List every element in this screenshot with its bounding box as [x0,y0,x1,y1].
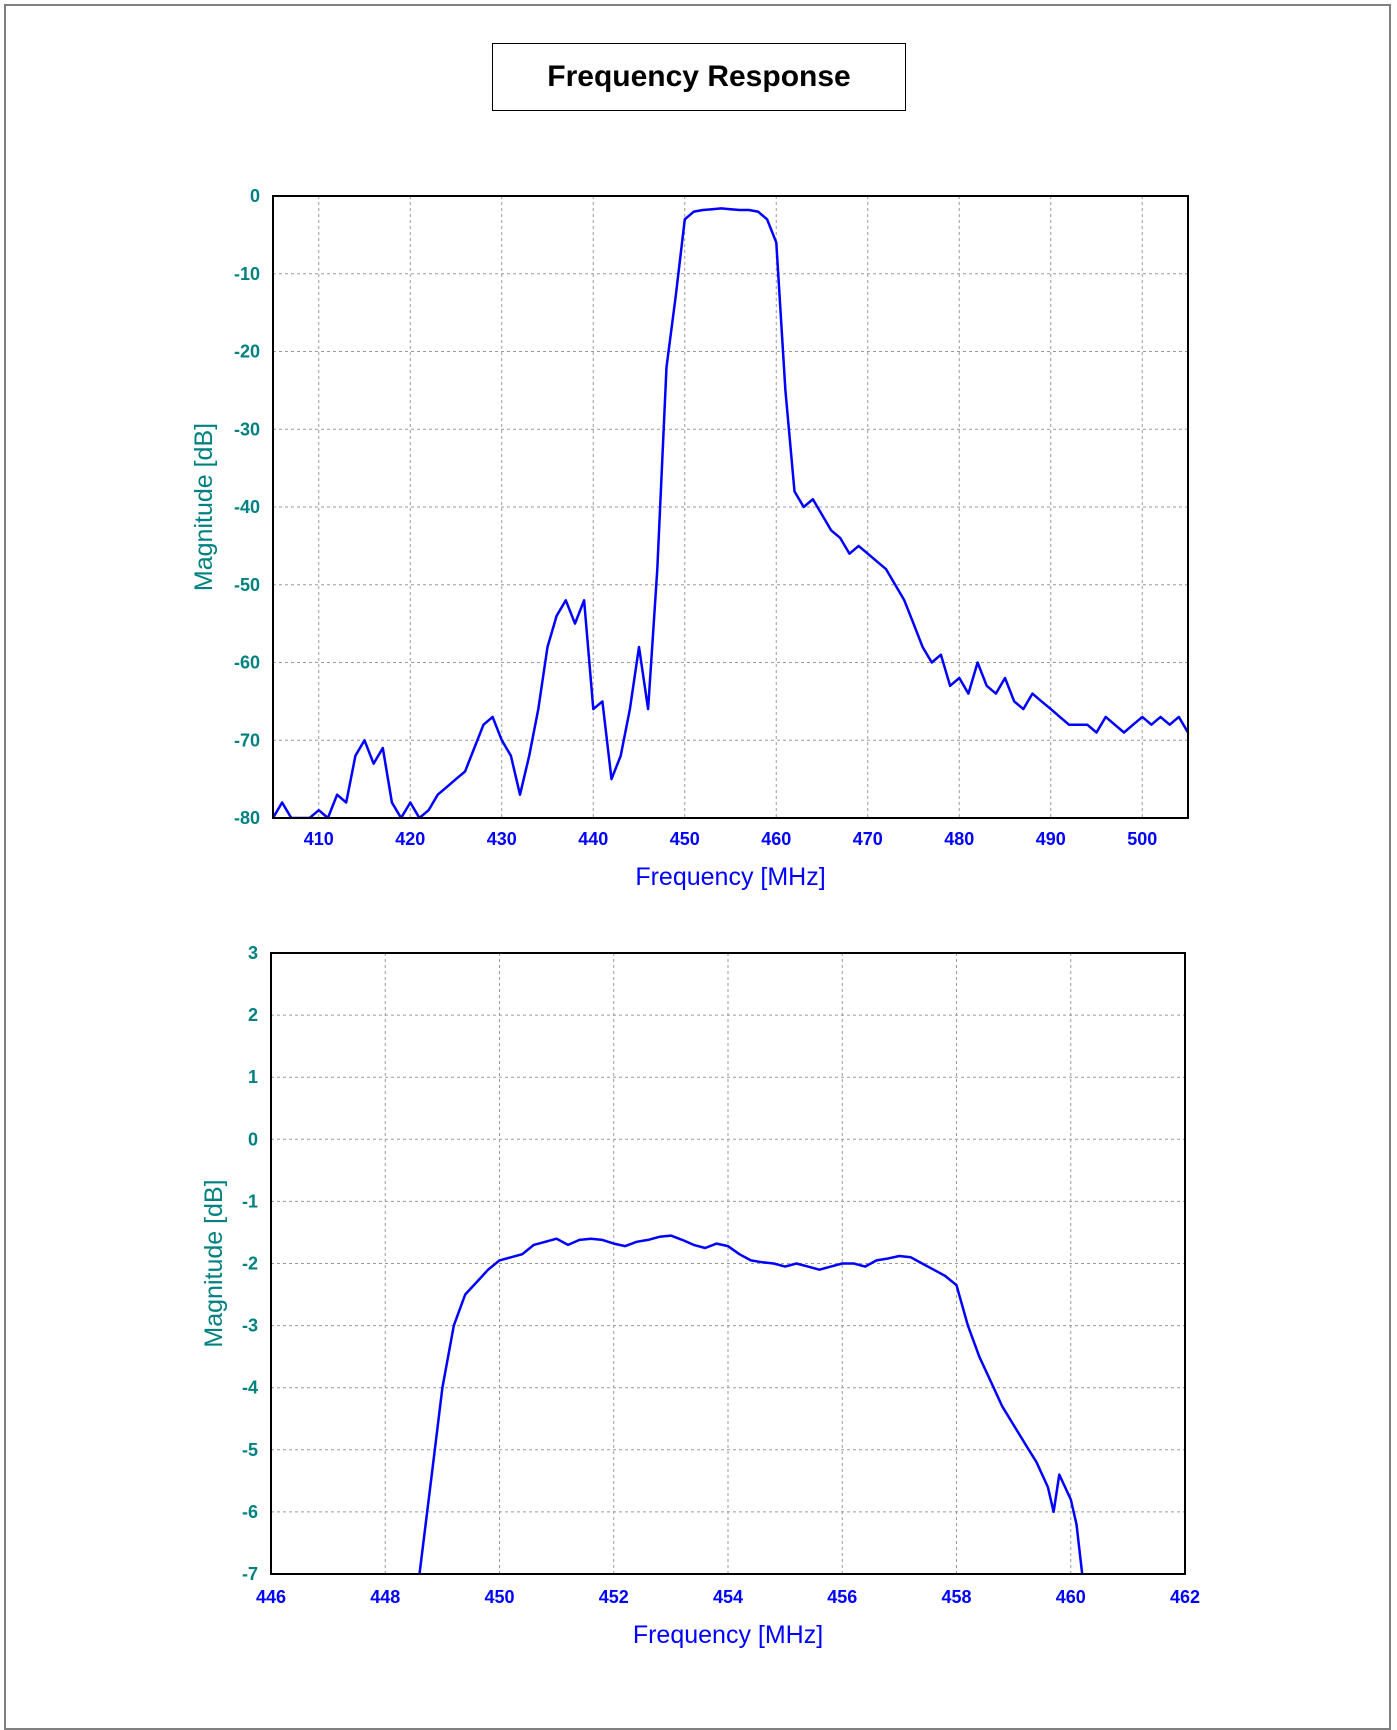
x-tick-label: 460 [761,829,791,849]
x-tick-label: 462 [1170,1587,1200,1607]
x-tick-label: 446 [256,1587,286,1607]
y-axis-label: Magnitude [dB] [200,1179,228,1347]
x-tick-label: 448 [370,1587,400,1607]
x-tick-label: 500 [1127,829,1157,849]
x-tick-label: 450 [484,1587,514,1607]
y-axis-label: Magnitude [dB] [190,423,218,591]
y-tick-label: -10 [234,264,260,284]
x-tick-label: 470 [853,829,883,849]
x-tick-label: 490 [1036,829,1066,849]
y-tick-label: -4 [242,1378,258,1398]
y-tick-label: 1 [248,1067,258,1087]
x-tick-label: 460 [1056,1587,1086,1607]
chart-1: 0 -10 -20 -30 -40 -50 -60 -70 -80 410 420 430 440 450… [190,186,1189,891]
x-tick-label: 480 [944,829,974,849]
x-tick-label: 450 [670,829,700,849]
plot-area-border [270,952,1186,1575]
y-tick-label: -7 [242,1564,258,1584]
x-tick-label: 440 [578,829,608,849]
y-tick-label: -5 [242,1440,258,1460]
y-tick-label: -60 [234,653,260,673]
x-tick-label: 458 [941,1587,971,1607]
y-tick-label: -40 [234,497,260,517]
y-tick-label: 0 [250,186,260,206]
x-tick-label: 454 [713,1587,743,1607]
y-tick-label: 3 [248,943,258,963]
y-tick-label: -80 [234,808,260,828]
x-axis-label: Frequency [MHz] [635,863,825,891]
series-line [273,207,1188,818]
y-tick-label: 0 [248,1129,258,1149]
plot-area-border [272,195,1189,819]
chart-2: 3 2 1 0 -1 -2 -3 -4 -5 -6 -7 446 448 450 452 454 456 458 4… [200,943,1200,1649]
x-tick-label: 420 [395,829,425,849]
x-tick-label: 456 [827,1587,857,1607]
y-tick-label: -20 [234,342,260,362]
chart-title-box: Frequency Response [492,43,906,111]
y-tick-label: -3 [242,1316,258,1336]
x-axis-label: Frequency [MHz] [633,1621,823,1649]
y-tick-label: -6 [242,1502,258,1522]
y-tick-label: -70 [234,730,260,750]
series-line [418,1234,1084,1574]
x-tick-label: 430 [487,829,517,849]
y-tick-label: -50 [234,575,260,595]
x-tick-label: 452 [599,1587,629,1607]
y-tick-label: 2 [248,1005,258,1025]
x-tick-label: 410 [304,829,334,849]
y-tick-label: -30 [234,419,260,439]
y-tick-label: -1 [242,1191,258,1211]
y-tick-label: -2 [242,1254,258,1274]
chart-title: Frequency Response [547,60,851,93]
page-frame [4,4,1391,1730]
